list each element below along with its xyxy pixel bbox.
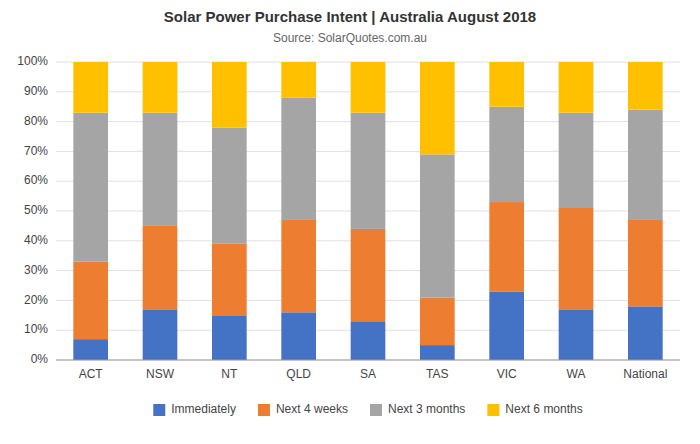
bar-segment bbox=[281, 62, 316, 98]
y-axis: 0% 10% 20% 30% 40% 50% 60% 70% 80% 90% 100% bbox=[17, 54, 48, 366]
legend-label: Next 4 weeks bbox=[276, 402, 348, 416]
legend-label: Immediately bbox=[171, 402, 236, 416]
x-tick-label: National bbox=[623, 367, 667, 381]
bar-segment bbox=[559, 62, 594, 113]
bar-segment bbox=[628, 220, 663, 306]
legend: Immediately Next 4 weeks Next 3 months Next… bbox=[153, 402, 582, 416]
x-axis: ACT NSW NT QLD SA TAS VIC WA National bbox=[79, 367, 668, 381]
legend-label: Next 3 months bbox=[388, 402, 465, 416]
bar-segment bbox=[212, 128, 247, 244]
subtitle: Source: SolarQuotes.com.au bbox=[273, 31, 427, 45]
bar-segment bbox=[212, 315, 247, 360]
legend-item: Next 3 months bbox=[370, 402, 465, 416]
bar-segment bbox=[420, 154, 455, 297]
legend-item: Immediately bbox=[153, 402, 236, 416]
legend-swatch bbox=[153, 404, 165, 416]
legend-label: Next 6 months bbox=[505, 402, 582, 416]
y-tick-label: 100% bbox=[17, 54, 48, 68]
legend-swatch bbox=[370, 404, 382, 416]
y-tick-label: 30% bbox=[24, 263, 48, 277]
bar-segment bbox=[628, 110, 663, 220]
y-tick-label: 10% bbox=[24, 322, 48, 336]
bar-segment bbox=[489, 291, 524, 360]
bar-segment bbox=[489, 62, 524, 107]
bar-segment bbox=[489, 107, 524, 202]
bar-segment bbox=[212, 244, 247, 316]
bar-segment bbox=[143, 62, 178, 113]
bar-segment bbox=[281, 312, 316, 360]
x-tick-label: WA bbox=[567, 367, 586, 381]
bar-segment bbox=[559, 309, 594, 360]
x-tick-label: SA bbox=[360, 367, 376, 381]
x-tick-label: NT bbox=[221, 367, 238, 381]
bar-segment bbox=[559, 208, 594, 309]
bar-segment bbox=[489, 202, 524, 291]
bar-segment bbox=[420, 62, 455, 154]
legend-swatch bbox=[258, 404, 270, 416]
x-tick-label: ACT bbox=[79, 367, 104, 381]
y-tick-label: 50% bbox=[24, 203, 48, 217]
x-tick-label: TAS bbox=[426, 367, 448, 381]
y-tick-label: 80% bbox=[24, 114, 48, 128]
bar-segment bbox=[351, 62, 386, 113]
grid bbox=[56, 62, 680, 360]
bars bbox=[73, 62, 662, 360]
bar-segment bbox=[281, 98, 316, 220]
bar-segment bbox=[351, 229, 386, 321]
bar-segment bbox=[420, 345, 455, 360]
bar-segment bbox=[143, 113, 178, 226]
x-tick-label: QLD bbox=[286, 367, 311, 381]
bar-segment bbox=[73, 113, 108, 262]
bar-segment bbox=[143, 226, 178, 309]
legend-swatch bbox=[487, 404, 499, 416]
y-tick-label: 0% bbox=[31, 352, 49, 366]
y-tick-label: 70% bbox=[24, 144, 48, 158]
x-tick-label: NSW bbox=[146, 367, 175, 381]
bar-segment bbox=[628, 62, 663, 110]
y-tick-label: 20% bbox=[24, 293, 48, 307]
bar-segment bbox=[212, 62, 247, 128]
y-tick-label: 40% bbox=[24, 233, 48, 247]
bar-segment bbox=[559, 113, 594, 208]
bar-segment bbox=[73, 262, 108, 339]
chart-container: Solar Power Purchase Intent | Australia … bbox=[0, 0, 700, 444]
bar-segment bbox=[351, 321, 386, 360]
bar-segment bbox=[73, 339, 108, 360]
bar-segment bbox=[420, 297, 455, 345]
bar-segment bbox=[143, 309, 178, 360]
bar-segment bbox=[628, 306, 663, 360]
legend-item: Next 4 weeks bbox=[258, 402, 348, 416]
y-tick-label: 90% bbox=[24, 84, 48, 98]
title: Solar Power Purchase Intent | Australia … bbox=[164, 8, 536, 25]
x-tick-label: VIC bbox=[497, 367, 517, 381]
legend-item: Next 6 months bbox=[487, 402, 582, 416]
chart: Solar Power Purchase Intent | Australia … bbox=[0, 0, 700, 444]
bar-segment bbox=[73, 62, 108, 113]
bar-segment bbox=[281, 220, 316, 312]
x-axis-line bbox=[56, 360, 680, 361]
bar-segment bbox=[351, 113, 386, 229]
grid-line bbox=[56, 360, 680, 361]
y-tick-label: 60% bbox=[24, 173, 48, 187]
